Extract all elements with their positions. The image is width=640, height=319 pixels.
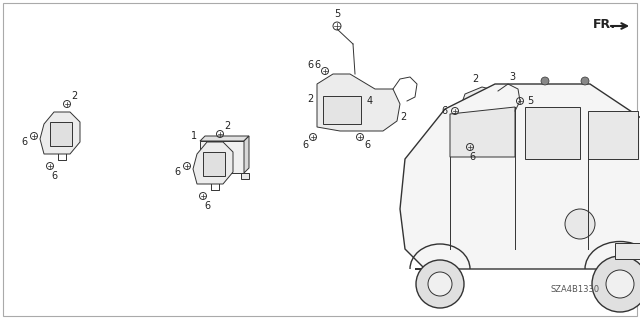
FancyBboxPatch shape: [525, 107, 580, 159]
Text: 6: 6: [204, 201, 210, 211]
Text: SZA4B1330: SZA4B1330: [550, 285, 600, 293]
Circle shape: [428, 272, 452, 296]
Text: 6: 6: [51, 171, 57, 181]
Text: 4: 4: [367, 96, 373, 106]
Polygon shape: [400, 84, 640, 269]
Circle shape: [592, 256, 640, 312]
Text: 6: 6: [314, 60, 320, 70]
Polygon shape: [40, 112, 80, 154]
Text: 3: 3: [509, 72, 515, 82]
Text: 6: 6: [174, 167, 180, 177]
Polygon shape: [317, 74, 400, 131]
Text: 6: 6: [21, 137, 27, 147]
Polygon shape: [450, 107, 515, 157]
Text: 6: 6: [469, 152, 475, 162]
Text: 6: 6: [307, 60, 313, 70]
Bar: [241, 173, 249, 179]
Circle shape: [416, 260, 464, 308]
Text: FR.: FR.: [593, 18, 616, 31]
Text: 2: 2: [71, 91, 77, 101]
Polygon shape: [200, 136, 249, 141]
Circle shape: [581, 77, 589, 85]
Bar: [466, 103, 494, 133]
Bar: [615, 243, 640, 259]
Bar: [323, 96, 361, 124]
Circle shape: [606, 270, 634, 298]
Bar: [203, 152, 225, 176]
Polygon shape: [458, 87, 505, 141]
Text: 6: 6: [364, 140, 370, 150]
Text: 5: 5: [334, 9, 340, 19]
FancyBboxPatch shape: [200, 141, 244, 173]
Circle shape: [565, 209, 595, 239]
Text: 5: 5: [527, 96, 533, 106]
Text: 2: 2: [224, 121, 230, 131]
Polygon shape: [193, 142, 233, 184]
Bar: [50, 122, 72, 146]
Circle shape: [541, 77, 549, 85]
Text: 2: 2: [400, 112, 406, 122]
Text: 2: 2: [307, 94, 313, 104]
Text: 6: 6: [441, 106, 447, 116]
Text: 1: 1: [191, 131, 197, 141]
Text: 2: 2: [472, 74, 478, 84]
Text: 6: 6: [302, 140, 308, 150]
Polygon shape: [244, 136, 249, 173]
FancyBboxPatch shape: [588, 111, 638, 159]
